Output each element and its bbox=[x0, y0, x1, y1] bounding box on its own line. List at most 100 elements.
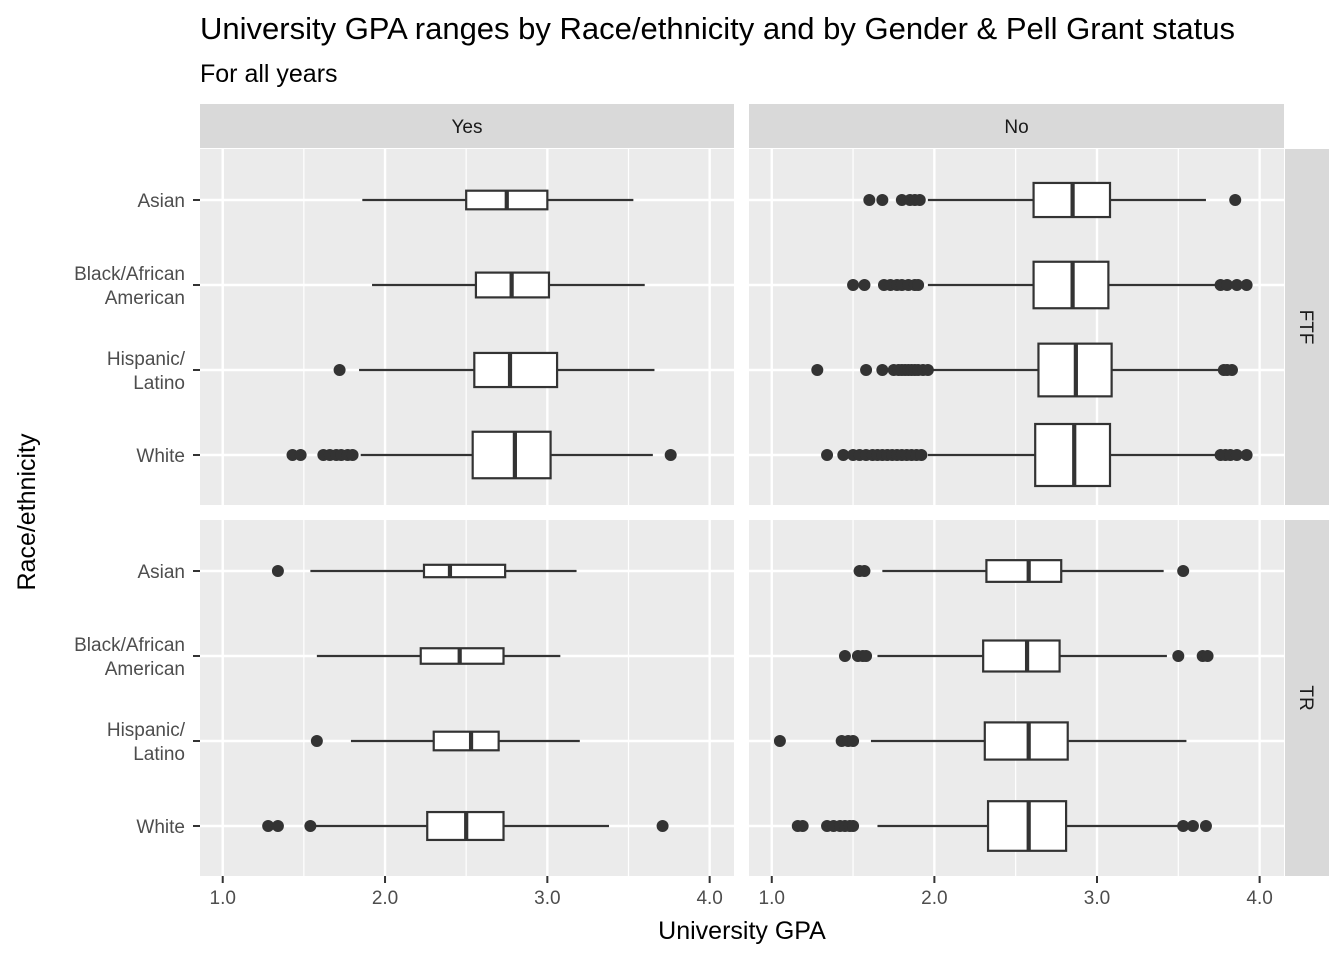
outlier-point bbox=[847, 279, 860, 291]
outlier-point bbox=[656, 820, 669, 832]
y-tick-label: White bbox=[136, 446, 185, 467]
box-iqr bbox=[419, 647, 505, 665]
box-no-tr-black bbox=[838, 639, 1214, 673]
box-iqr bbox=[432, 730, 500, 752]
outlier-point bbox=[860, 650, 873, 662]
outlier-point bbox=[1177, 820, 1190, 832]
outlier-point bbox=[310, 735, 323, 747]
strip-background bbox=[749, 104, 1284, 148]
box-no-ftf-hispanic bbox=[811, 342, 1238, 398]
outlier-point bbox=[811, 364, 824, 376]
panel-background bbox=[749, 149, 1284, 505]
y-axis-title: Race/ethnicity bbox=[13, 433, 41, 591]
outlier-point bbox=[915, 449, 928, 461]
box-yes-ftf-black bbox=[372, 271, 645, 299]
box-iqr bbox=[983, 721, 1069, 761]
box-iqr bbox=[473, 351, 559, 389]
outlier-point bbox=[796, 820, 809, 832]
outlier-point bbox=[860, 364, 873, 376]
strip-label-no: No bbox=[1004, 117, 1028, 138]
y-tick-label: Black/African bbox=[74, 635, 185, 656]
outlier-point bbox=[876, 364, 889, 376]
x-tick-label: 2.0 bbox=[372, 888, 398, 909]
y-tick-label: Latino bbox=[133, 744, 185, 765]
box-iqr bbox=[471, 430, 552, 480]
outlier-point bbox=[664, 449, 677, 461]
outlier-point bbox=[333, 364, 346, 376]
x-tick-label: 2.0 bbox=[921, 888, 947, 909]
box-iqr bbox=[985, 559, 1063, 583]
chart-subtitle: For all years bbox=[200, 60, 338, 88]
x-tick-label: 1.0 bbox=[759, 888, 785, 909]
strip-background bbox=[1285, 520, 1329, 876]
outlier-point bbox=[858, 279, 871, 291]
outlier-point bbox=[876, 194, 889, 206]
y-tick-label: Latino bbox=[133, 373, 185, 394]
outlier-point bbox=[1221, 279, 1234, 291]
x-tick-label: 3.0 bbox=[1084, 888, 1110, 909]
outlier-point bbox=[847, 820, 860, 832]
y-tick-label: Asian bbox=[137, 562, 185, 583]
outlier-point bbox=[921, 364, 934, 376]
box-yes-tr-white bbox=[262, 810, 669, 842]
y-tick-label: Hispanic/ bbox=[107, 349, 186, 370]
outlier-point bbox=[1199, 820, 1212, 832]
outlier-point bbox=[1172, 650, 1185, 662]
outlier-point bbox=[1186, 820, 1199, 832]
x-tick-label: 4.0 bbox=[1246, 888, 1272, 909]
outlier-point bbox=[1240, 449, 1253, 461]
box-iqr bbox=[422, 563, 507, 579]
strip-background bbox=[1285, 149, 1329, 505]
x-tick-label: 4.0 bbox=[696, 888, 722, 909]
outlier-point bbox=[912, 279, 925, 291]
plot-area: Yes No FTF TR Asian Black/African American Hisp… bbox=[74, 104, 1329, 909]
box-yes-ftf-hispanic bbox=[333, 351, 655, 389]
outlier-point bbox=[863, 194, 876, 206]
outlier-point bbox=[1225, 364, 1238, 376]
y-tick-label: American bbox=[105, 288, 185, 309]
y-tick-label: Black/African bbox=[74, 264, 185, 285]
strip-label-tr: TR bbox=[1295, 685, 1316, 710]
box-no-tr-asian bbox=[853, 559, 1190, 583]
box-no-ftf-asian bbox=[863, 181, 1242, 219]
box-iqr bbox=[982, 639, 1061, 673]
y-tick-label: White bbox=[136, 817, 185, 838]
box-no-tr-white bbox=[791, 800, 1212, 852]
outlier-point bbox=[821, 449, 834, 461]
x-tick-label: 3.0 bbox=[534, 888, 560, 909]
outlier-point bbox=[773, 735, 786, 747]
x-axis-title: University GPA bbox=[658, 917, 826, 945]
box-no-ftf-black bbox=[847, 260, 1253, 310]
outlier-point bbox=[271, 820, 284, 832]
y-tick-label: Hispanic/ bbox=[107, 720, 186, 741]
outlier-point bbox=[1230, 449, 1243, 461]
outlier-point bbox=[346, 449, 359, 461]
box-no-tr-hispanic bbox=[773, 721, 1187, 761]
chart-title: University GPA ranges by Race/ethnicity … bbox=[200, 11, 1235, 46]
outlier-point bbox=[838, 650, 851, 662]
outlier-point bbox=[1230, 279, 1243, 291]
outlier-point bbox=[837, 449, 850, 461]
outlier-point bbox=[262, 820, 275, 832]
outlier-point bbox=[913, 194, 926, 206]
box-yes-tr-black bbox=[316, 647, 561, 665]
outlier-point bbox=[304, 820, 317, 832]
box-yes-tr-hispanic bbox=[310, 730, 580, 752]
box-yes-ftf-white bbox=[286, 430, 677, 480]
strip-background bbox=[200, 104, 734, 148]
y-tick-label: American bbox=[105, 659, 185, 680]
box-yes-tr-asian bbox=[271, 563, 577, 579]
x-tick-label: 1.0 bbox=[210, 888, 236, 909]
box-no-ftf-white bbox=[821, 422, 1253, 488]
outlier-point bbox=[1201, 650, 1214, 662]
strip-label-ftf: FTF bbox=[1295, 310, 1316, 345]
y-tick-label: Asian bbox=[137, 191, 185, 212]
outlier-point bbox=[271, 565, 284, 577]
outlier-point bbox=[1229, 194, 1242, 206]
outlier-point bbox=[1240, 279, 1253, 291]
box-yes-ftf-asian bbox=[362, 189, 634, 211]
strip-label-yes: Yes bbox=[452, 117, 483, 138]
outlier-point bbox=[1177, 565, 1190, 577]
outlier-point bbox=[847, 735, 860, 747]
